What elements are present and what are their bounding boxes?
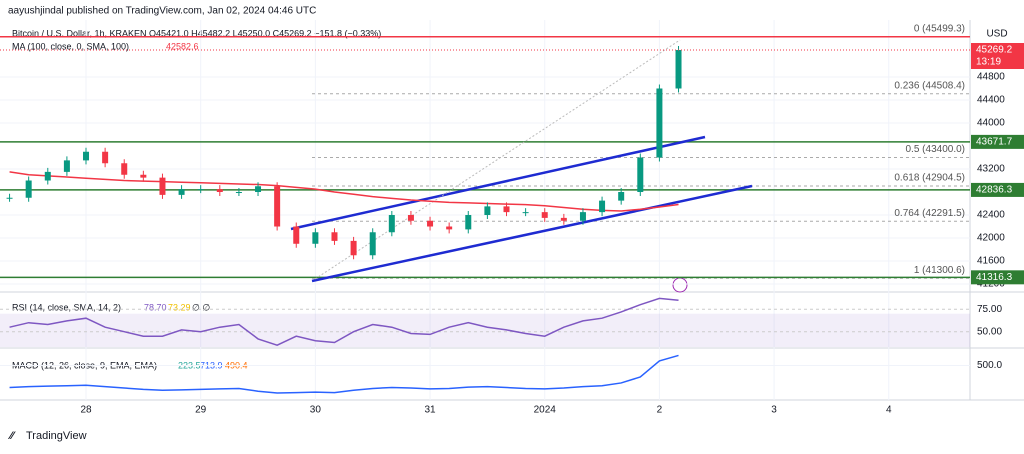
trendline bbox=[290, 135, 706, 231]
candle bbox=[25, 180, 32, 198]
fib-label: 0 (45499.3) bbox=[914, 23, 965, 34]
candle bbox=[350, 240, 357, 256]
candle bbox=[102, 151, 109, 164]
trendline bbox=[311, 184, 753, 283]
candle bbox=[599, 200, 606, 213]
x-tick-label: 4 bbox=[886, 405, 892, 416]
candle bbox=[618, 192, 625, 201]
candle bbox=[331, 232, 338, 241]
x-tick-label: 3 bbox=[771, 405, 777, 416]
ma-line bbox=[9, 171, 679, 212]
level-tag-label: 41316.3 bbox=[976, 272, 1013, 283]
candle bbox=[465, 215, 472, 230]
fib-label: 0.764 (42291.5) bbox=[894, 208, 965, 219]
candle bbox=[140, 174, 147, 178]
footer-brand: TradingView bbox=[26, 430, 87, 442]
trendline bbox=[314, 39, 681, 280]
last-price-tag bbox=[971, 43, 1024, 70]
candle bbox=[121, 163, 128, 175]
countdown: 13:19 bbox=[976, 57, 1001, 68]
event-icon[interactable] bbox=[672, 277, 688, 293]
candle bbox=[579, 212, 586, 221]
candle bbox=[560, 217, 567, 221]
level-tag bbox=[971, 134, 1024, 149]
y-tick-label: 44000 bbox=[977, 118, 1005, 129]
macd-tick-label: 500.0 bbox=[977, 360, 1002, 371]
fib-label: 1 (41300.6) bbox=[914, 265, 965, 276]
ma-legend: MA (100, close, 0, SMA, 100) bbox=[12, 41, 129, 51]
level-tag bbox=[971, 270, 1024, 285]
candle bbox=[274, 186, 281, 227]
candle bbox=[388, 215, 395, 233]
level-tag-label: 43671.7 bbox=[976, 137, 1013, 148]
candle bbox=[216, 189, 223, 193]
rsi-tick-label: 75.00 bbox=[977, 304, 1002, 315]
candle bbox=[44, 171, 51, 181]
macd-line bbox=[9, 354, 679, 394]
candle bbox=[6, 197, 13, 199]
candle bbox=[503, 206, 510, 213]
candle bbox=[83, 151, 90, 161]
candle bbox=[446, 226, 453, 230]
level-tag-label: 42836.3 bbox=[976, 185, 1013, 196]
footer-logo: ⁄⁄ bbox=[7, 430, 16, 442]
candle bbox=[407, 215, 414, 221]
candle bbox=[255, 186, 262, 193]
x-tick-label: 31 bbox=[424, 405, 436, 416]
x-tick-label: 2024 bbox=[534, 405, 557, 416]
fib-label: 0.5 (43400.0) bbox=[906, 144, 966, 155]
rsi-line bbox=[9, 297, 679, 347]
fib-label: 0.618 (42904.5) bbox=[894, 173, 965, 184]
rsi-tick-label: 50.00 bbox=[977, 326, 1002, 337]
y-tick-label: 43200 bbox=[977, 164, 1005, 175]
y-tick-label: 44400 bbox=[977, 95, 1005, 106]
ma-value: 42582.6 bbox=[166, 41, 199, 51]
fib-label: 0.236 (44508.4) bbox=[894, 80, 965, 91]
candle bbox=[197, 189, 204, 191]
candle bbox=[369, 232, 376, 256]
candle bbox=[63, 160, 70, 172]
y-tick-label: 42000 bbox=[977, 233, 1005, 244]
x-tick-label: 28 bbox=[80, 405, 92, 416]
y-tick-label: 42400 bbox=[977, 210, 1005, 221]
rsi-legend: RSI (14, close, SMA, 14, 2) bbox=[12, 302, 121, 312]
candle bbox=[541, 212, 548, 218]
x-tick-label: 2 bbox=[657, 405, 663, 416]
currency: USD bbox=[986, 29, 1007, 40]
candle bbox=[159, 177, 166, 195]
x-tick-label: 30 bbox=[310, 405, 322, 416]
candle bbox=[522, 212, 529, 214]
candle bbox=[637, 157, 644, 193]
candle bbox=[235, 192, 242, 194]
y-tick-label: 41600 bbox=[977, 256, 1005, 267]
x-tick-label: 29 bbox=[195, 405, 207, 416]
y-tick-label: 44800 bbox=[977, 72, 1005, 83]
candle bbox=[312, 232, 319, 244]
candle bbox=[484, 206, 491, 216]
rsi-readout: 73.29 bbox=[168, 302, 191, 312]
candle bbox=[675, 50, 682, 89]
candle bbox=[427, 220, 434, 227]
publish-header: aayushjindal published on TradingView.co… bbox=[8, 6, 316, 17]
candle bbox=[656, 88, 663, 158]
level-tag bbox=[971, 182, 1024, 197]
symbol-line: Bitcoin / U.S. Dollar, 1h, KRAKEN O45421… bbox=[12, 28, 381, 38]
rsi-readout: 78.70 bbox=[144, 302, 167, 312]
last-price-label: 45269.2 bbox=[976, 45, 1013, 56]
candle bbox=[178, 189, 185, 195]
candle bbox=[293, 226, 300, 244]
rsi-band bbox=[0, 313, 970, 347]
